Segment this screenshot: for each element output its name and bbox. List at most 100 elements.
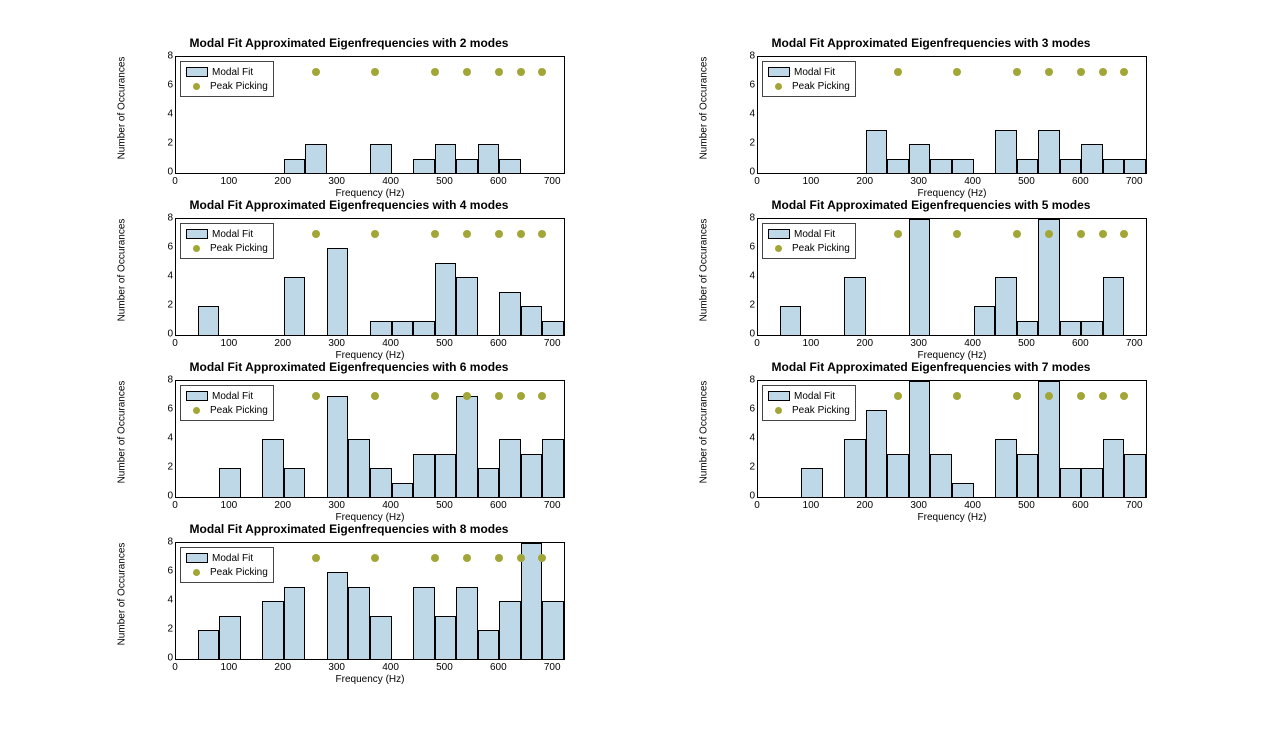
peak-marker bbox=[894, 230, 902, 238]
peak-marker bbox=[1045, 68, 1053, 76]
y-tick: 4 bbox=[163, 271, 173, 282]
y-tick: 6 bbox=[163, 566, 173, 577]
histogram-bar bbox=[1081, 468, 1103, 497]
histogram-bar bbox=[952, 483, 974, 498]
y-tick: 8 bbox=[163, 213, 173, 224]
histogram-bar bbox=[327, 572, 349, 659]
y-tick: 4 bbox=[163, 433, 173, 444]
peak-marker bbox=[495, 68, 503, 76]
x-tick: 300 bbox=[328, 176, 345, 187]
y-tick: 8 bbox=[745, 375, 755, 386]
peak-marker bbox=[431, 68, 439, 76]
x-tick: 700 bbox=[544, 338, 561, 349]
histogram-bar bbox=[995, 130, 1017, 174]
histogram-bar bbox=[801, 468, 823, 497]
histogram-chart-8-modes: Modal Fit Approximated Eigenfrequencies … bbox=[130, 526, 568, 661]
histogram-bar bbox=[456, 587, 478, 660]
x-tick: 300 bbox=[328, 500, 345, 511]
histogram-bar bbox=[284, 277, 306, 335]
peak-marker bbox=[495, 230, 503, 238]
histogram-chart-3-modes: Modal Fit Approximated Eigenfrequencies … bbox=[712, 40, 1150, 175]
histogram-bar bbox=[456, 159, 478, 174]
histogram-bar bbox=[370, 468, 392, 497]
y-tick: 2 bbox=[745, 300, 755, 311]
histogram-bar bbox=[305, 144, 327, 173]
peak-marker bbox=[431, 230, 439, 238]
chart-title: Modal Fit Approximated Eigenfrequencies … bbox=[130, 198, 568, 212]
peak-marker bbox=[312, 230, 320, 238]
x-axis-label: Frequency (Hz) bbox=[175, 674, 565, 685]
histogram-bar bbox=[370, 616, 392, 660]
legend: Modal FitPeak Picking bbox=[762, 223, 856, 259]
y-axis-label: Number of Occurances bbox=[699, 380, 710, 483]
chart-title: Modal Fit Approximated Eigenfrequencies … bbox=[712, 36, 1150, 50]
legend-label-bar: Modal Fit bbox=[794, 67, 835, 78]
x-tick: 100 bbox=[221, 500, 238, 511]
legend: Modal FitPeak Picking bbox=[180, 61, 274, 97]
histogram-bar bbox=[435, 454, 457, 498]
peak-marker bbox=[538, 230, 546, 238]
x-tick: 700 bbox=[544, 176, 561, 187]
x-tick: 200 bbox=[274, 662, 291, 673]
peak-marker bbox=[495, 392, 503, 400]
x-tick: 200 bbox=[274, 338, 291, 349]
peak-marker bbox=[1013, 68, 1021, 76]
histogram-bar bbox=[1103, 439, 1125, 497]
histogram-bar bbox=[995, 439, 1017, 497]
x-tick: 300 bbox=[328, 662, 345, 673]
legend-swatch-dot bbox=[768, 407, 788, 414]
legend-label-bar: Modal Fit bbox=[212, 67, 253, 78]
histogram-bar bbox=[499, 159, 521, 174]
legend-label-dot: Peak Picking bbox=[792, 81, 850, 92]
histogram-chart-2-modes: Modal Fit Approximated Eigenfrequencies … bbox=[130, 40, 568, 175]
legend-label-bar: Modal Fit bbox=[794, 391, 835, 402]
peak-marker bbox=[1077, 392, 1085, 400]
legend-swatch-bar bbox=[768, 229, 790, 239]
x-tick: 0 bbox=[754, 338, 760, 349]
histogram-bar bbox=[542, 439, 564, 497]
x-tick: 500 bbox=[1018, 338, 1035, 349]
y-tick: 4 bbox=[745, 433, 755, 444]
y-tick: 4 bbox=[163, 595, 173, 606]
y-tick: 6 bbox=[745, 80, 755, 91]
y-tick: 6 bbox=[163, 404, 173, 415]
y-tick: 0 bbox=[745, 491, 755, 502]
histogram-bar bbox=[413, 454, 435, 498]
y-tick: 8 bbox=[163, 375, 173, 386]
x-tick: 600 bbox=[1072, 176, 1089, 187]
legend-swatch-dot bbox=[768, 245, 788, 252]
histogram-bar bbox=[219, 616, 241, 660]
x-tick: 500 bbox=[436, 500, 453, 511]
y-tick: 2 bbox=[163, 462, 173, 473]
peak-marker bbox=[371, 392, 379, 400]
x-tick: 600 bbox=[490, 500, 507, 511]
histogram-bar bbox=[413, 159, 435, 174]
x-tick: 100 bbox=[221, 338, 238, 349]
histogram-bar bbox=[348, 439, 370, 497]
x-tick: 500 bbox=[436, 338, 453, 349]
x-axis-label: Frequency (Hz) bbox=[757, 512, 1147, 523]
y-tick: 2 bbox=[745, 462, 755, 473]
peak-marker bbox=[894, 392, 902, 400]
x-tick: 500 bbox=[436, 176, 453, 187]
histogram-bar bbox=[866, 410, 888, 497]
peak-marker bbox=[463, 230, 471, 238]
legend-label-dot: Peak Picking bbox=[792, 243, 850, 254]
peak-marker bbox=[1120, 68, 1128, 76]
histogram-bar bbox=[478, 144, 500, 173]
histogram-bar bbox=[542, 601, 564, 659]
y-axis-label: Number of Occurances bbox=[117, 218, 128, 321]
peak-marker bbox=[463, 68, 471, 76]
legend: Modal FitPeak Picking bbox=[180, 223, 274, 259]
x-tick: 300 bbox=[910, 338, 927, 349]
y-tick: 8 bbox=[745, 51, 755, 62]
peak-marker bbox=[517, 554, 525, 562]
histogram-bar bbox=[370, 144, 392, 173]
histogram-bar bbox=[844, 439, 866, 497]
peak-marker bbox=[517, 230, 525, 238]
peak-marker bbox=[1099, 392, 1107, 400]
histogram-bar bbox=[930, 159, 952, 174]
histogram-bar bbox=[974, 306, 996, 335]
histogram-bar bbox=[262, 439, 284, 497]
legend-label-dot: Peak Picking bbox=[210, 405, 268, 416]
